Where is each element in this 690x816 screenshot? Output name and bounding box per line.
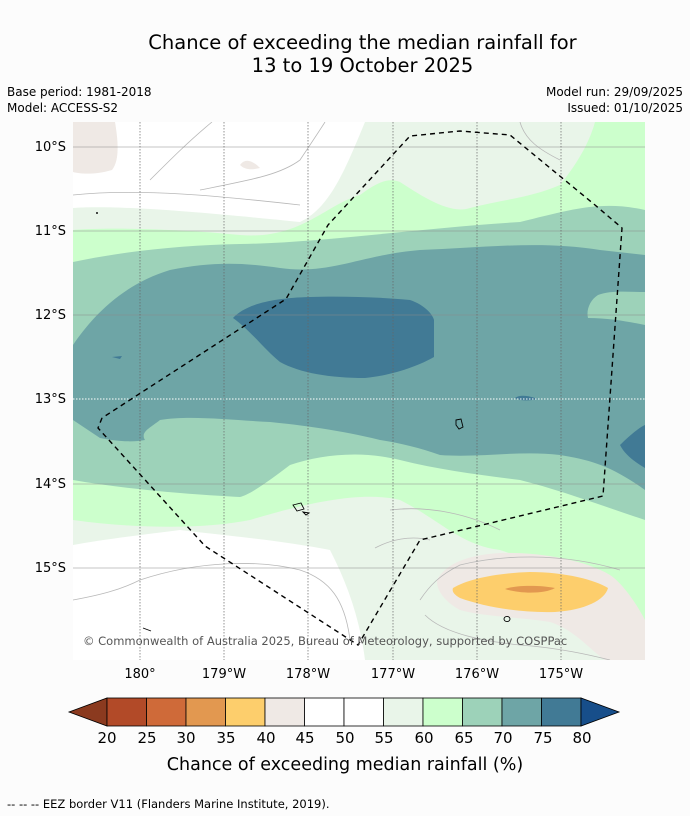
colorbar-segment: [185, 697, 226, 727]
colorbar-tick: 30: [176, 729, 195, 747]
eez-legend-symbol: -- -- --: [7, 797, 40, 811]
longitude-gridlines: [139, 122, 562, 660]
contour-75-80-dot: [112, 356, 122, 359]
colorbar: [67, 697, 621, 727]
colorbar-segment: [106, 697, 147, 727]
lon-label: 179°W: [202, 667, 246, 682]
contour-75-80-east: [620, 425, 645, 468]
colorbar-segment: [225, 697, 266, 727]
colorbar-segment: [462, 697, 503, 727]
lat-label: 13°S: [35, 392, 66, 407]
contour-75-80: [233, 296, 434, 378]
colorbar-tick-labels: 20 25 30 35 40 45 50 55 60 65 70 75 80: [97, 729, 591, 747]
lat-label: 10°S: [35, 140, 66, 155]
colorbar-segment: [343, 697, 384, 727]
latitude-gridlines: [73, 146, 645, 569]
islands: [142, 418, 511, 632]
lat-label: 15°S: [35, 561, 66, 576]
eez-legend-text: EEZ border V11 (Flanders Marine Institut…: [42, 797, 330, 811]
base-period: Base period: 1981-2018: [7, 85, 152, 99]
lon-label: 178°W: [286, 667, 330, 682]
colorbar-segment: [501, 697, 542, 727]
eez-border: [96, 130, 623, 646]
colorbar-segment: [264, 697, 305, 727]
contour-30-35: [505, 585, 555, 593]
model-name: Model: ACCESS-S2: [7, 101, 119, 115]
model-run: Model run: 29/09/2025: [545, 85, 683, 99]
colorbar-segment: [383, 697, 424, 727]
colorbar-label: Chance of exceeding median rainfall (%): [167, 755, 523, 775]
colorbar-segment: [541, 697, 582, 727]
lon-label: 180°: [124, 667, 155, 682]
colorbar-extend-high: [580, 697, 621, 727]
title-line-2: 13 to 19 October 2025: [251, 54, 474, 77]
chart-title: Chance of exceeding the median rainfall …: [0, 31, 690, 77]
meta-left: Base period: 1981-2018 Model: ACCESS-S2: [7, 84, 152, 116]
colorbar-tick: 35: [216, 729, 235, 747]
lon-label: 175°W: [539, 667, 583, 682]
colorbar-segment: [146, 697, 187, 727]
colorbar-tick: 80: [572, 729, 591, 747]
colorbar-extend-low: [67, 697, 108, 727]
colorbar-segment: [304, 697, 345, 727]
colorbar-tick: 65: [454, 729, 473, 747]
map-plot-area[interactable]: © Commonwealth of Australia 2025, Bureau…: [73, 122, 645, 660]
contour-40-45-nw: [73, 122, 118, 174]
meta-right: Model run: 29/09/2025 Issued: 01/10/2025: [546, 84, 683, 116]
footer: -- -- -- EEZ border V11 (Flanders Marine…: [7, 797, 330, 811]
colorbar-segment: [422, 697, 463, 727]
colorbar-tick: 55: [374, 729, 393, 747]
lon-label: 176°W: [455, 667, 499, 682]
lon-label: 177°W: [371, 667, 415, 682]
title-line-1: Chance of exceeding the median rainfall …: [148, 31, 577, 54]
lat-label: 14°S: [35, 477, 66, 492]
colorbar-tick: 70: [493, 729, 512, 747]
longitude-labels: 180° 179°W 178°W 177°W 176°W 175°W: [124, 667, 583, 682]
copyright-text: © Commonwealth of Australia 2025, Bureau…: [83, 634, 567, 648]
colorbar-tick: 45: [295, 729, 314, 747]
colorbar-tick: 25: [137, 729, 156, 747]
colorbar-tick: 75: [533, 729, 552, 747]
colorbar-tick: 60: [414, 729, 433, 747]
colorbar-tick: 40: [256, 729, 275, 747]
latitude-labels: 10°S 11°S 12°S 13°S 14°S 15°S: [35, 140, 66, 576]
colorbar-tick: 20: [97, 729, 116, 747]
lat-label: 12°S: [35, 308, 66, 323]
contour-40-45-spot: [240, 160, 260, 170]
issued-date: Issued: 01/10/2025: [567, 101, 683, 115]
colorbar-tick: 50: [335, 729, 354, 747]
contour-lines: [73, 122, 621, 660]
lat-label: 11°S: [35, 224, 66, 239]
